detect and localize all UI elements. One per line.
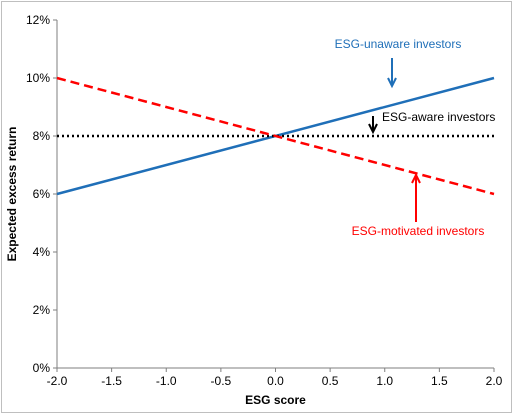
x-tick-label: 2.0	[486, 374, 503, 388]
arrow-head-icon	[411, 172, 421, 184]
y-tick-label: 2%	[33, 303, 51, 317]
annotation-layer: ESG-unaware investors ESG-aware investors…	[335, 37, 496, 238]
x-tick-label: -1.0	[156, 374, 177, 388]
y-axis-title: Expected excess return	[5, 127, 19, 262]
y-tick-label: 4%	[33, 245, 51, 259]
x-axis-title: ESG score	[245, 393, 306, 407]
x-tick-label: -1.5	[101, 374, 122, 388]
annotation-esg-unaware: ESG-unaware investors	[335, 37, 462, 89]
y-tick-label: 8%	[33, 129, 51, 143]
x-tick-label: 0.0	[267, 374, 284, 388]
y-tick-label: 10%	[26, 71, 50, 85]
x-tick-label: -2.0	[47, 374, 68, 388]
x-tick-label: 0.5	[322, 374, 339, 388]
axes: 0% 2% 4% 6% 8% 10% 12% -2.0 -1.5 -1.0 -0.5 0.0 0.5 1.…	[26, 13, 503, 388]
x-tick-label: 1.0	[376, 374, 393, 388]
x-tick-label: -0.5	[211, 374, 232, 388]
series-line-esg-motivated	[56, 76, 495, 196]
annotation-esg-aware: ESG-aware investors	[368, 110, 495, 135]
annotation-esg-motivated: ESG-motivated investors	[352, 172, 485, 238]
series-layer	[56, 76, 495, 196]
y-tick-label: 12%	[26, 13, 50, 27]
arrow-head-icon	[387, 77, 397, 89]
y-tick-label: 6%	[33, 187, 51, 201]
y-tick-label: 0%	[33, 361, 51, 375]
annotation-label: ESG-aware investors	[382, 110, 495, 124]
annotation-label: ESG-unaware investors	[335, 37, 462, 51]
x-tick-label: 1.5	[431, 374, 448, 388]
arrow-head-icon	[368, 123, 378, 135]
annotation-label: ESG-motivated investors	[352, 224, 485, 238]
